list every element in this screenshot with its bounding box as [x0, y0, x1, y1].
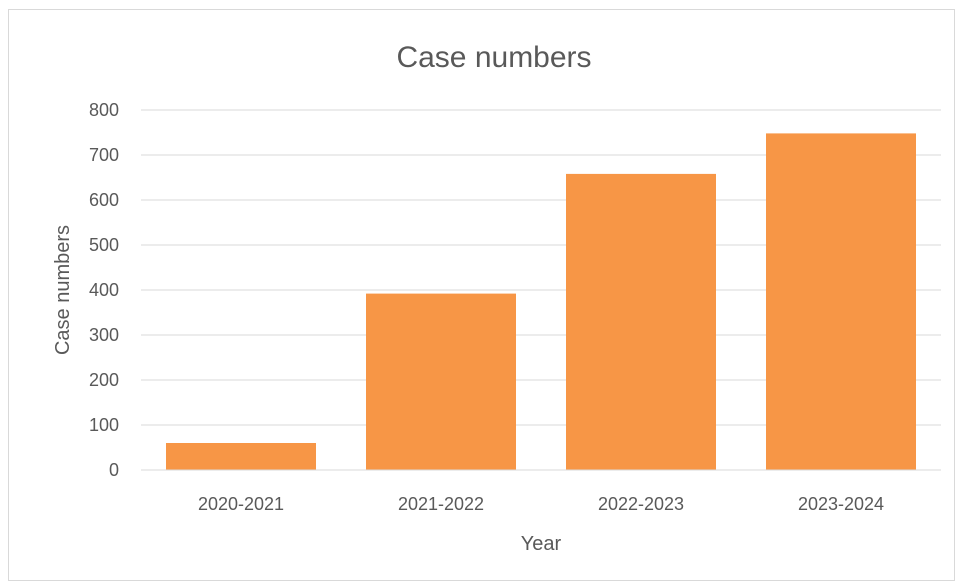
y-tick-label: 500: [89, 235, 119, 255]
x-tick-label: 2023-2024: [798, 494, 884, 514]
bars: [166, 133, 916, 470]
bar-2021-2022: [366, 293, 516, 470]
x-tick-label: 2021-2022: [398, 494, 484, 514]
y-tick-label: 600: [89, 190, 119, 210]
y-axis-ticks: 0 100 200 300 400 500 600 700 800: [89, 100, 119, 480]
x-tick-label: 2020-2021: [198, 494, 284, 514]
chart-title: Case numbers: [396, 41, 591, 74]
bar-2022-2023: [566, 173, 716, 470]
y-axis-title: Case numbers: [52, 225, 74, 355]
y-tick-label: 0: [109, 460, 119, 480]
y-tick-label: 400: [89, 280, 119, 300]
y-tick-label: 700: [89, 145, 119, 165]
y-tick-label: 100: [89, 415, 119, 435]
bar-2020-2021: [166, 443, 316, 470]
bar-2023-2024: [766, 133, 916, 470]
y-tick-label: 800: [89, 100, 119, 120]
y-tick-label: 300: [89, 325, 119, 345]
x-tick-label: 2022-2023: [598, 494, 684, 514]
x-axis-title: Year: [521, 533, 562, 555]
x-axis-ticks: 2020-2021 2021-2022 2022-2023 2023-2024: [198, 494, 884, 514]
y-tick-label: 200: [89, 370, 119, 390]
